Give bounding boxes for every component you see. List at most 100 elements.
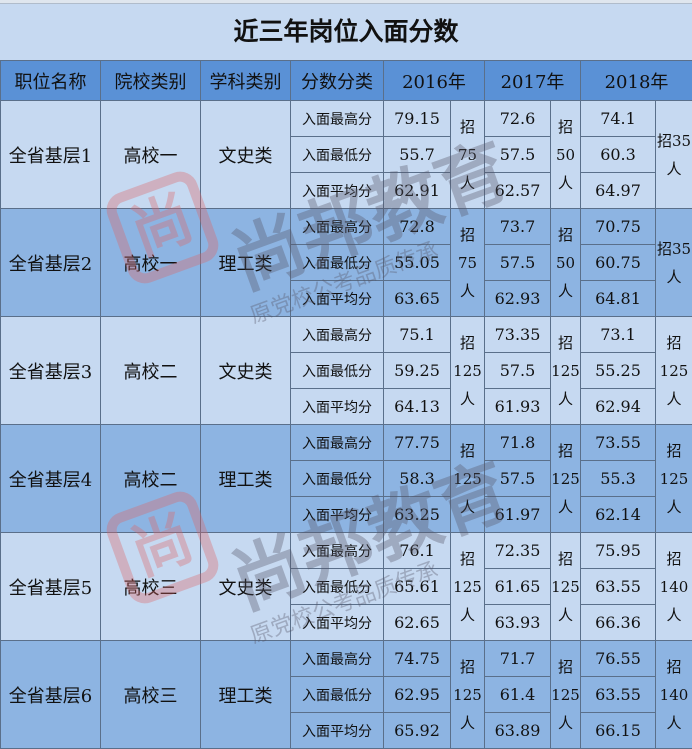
header-subject: 学科类别	[201, 61, 291, 101]
header-2018: 2018年	[581, 61, 692, 101]
score-value: 61.97	[485, 497, 551, 533]
page-title: 近三年岗位入面分数	[0, 4, 692, 60]
subject-category: 理工类	[201, 425, 291, 533]
score-value: 63.55	[581, 569, 656, 605]
quota-count: 招125人	[451, 533, 485, 641]
score-value: 55.7	[384, 137, 451, 173]
score-value: 63.89	[485, 713, 551, 749]
score-value: 76.55	[581, 641, 656, 677]
score-value: 74.1	[581, 101, 656, 137]
score-value: 74.75	[384, 641, 451, 677]
score-value: 57.5	[485, 245, 551, 281]
position-name: 全省基层4	[1, 425, 101, 533]
score-value: 71.7	[485, 641, 551, 677]
score-type: 入面最高分	[291, 425, 384, 461]
score-type: 入面平均分	[291, 281, 384, 317]
score-type: 入面最低分	[291, 677, 384, 713]
score-value: 58.3	[384, 461, 451, 497]
score-value: 72.35	[485, 533, 551, 569]
score-value: 60.3	[581, 137, 656, 173]
position-name: 全省基层2	[1, 209, 101, 317]
quota-count: 招125人	[551, 317, 581, 425]
quota-count: 招125人	[451, 317, 485, 425]
school-category: 高校二	[101, 317, 201, 425]
position-name: 全省基层1	[1, 101, 101, 209]
score-value: 79.15	[384, 101, 451, 137]
score-type: 入面平均分	[291, 173, 384, 209]
quota-count: 招125人	[451, 425, 485, 533]
score-value: 66.15	[581, 713, 656, 749]
score-value: 73.1	[581, 317, 656, 353]
score-type: 入面最高分	[291, 641, 384, 677]
school-category: 高校一	[101, 101, 201, 209]
score-type: 入面最低分	[291, 245, 384, 281]
quota-count: 招125人	[551, 425, 581, 533]
score-type: 入面最低分	[291, 569, 384, 605]
position-name: 全省基层5	[1, 533, 101, 641]
score-value: 55.3	[581, 461, 656, 497]
school-category: 高校三	[101, 641, 201, 749]
score-value: 60.75	[581, 245, 656, 281]
subject-category: 文史类	[201, 101, 291, 209]
school-category: 高校三	[101, 533, 201, 641]
header-row: 职位名称 院校类别 学科类别 分数分类 2016年 2017年 2018年	[1, 61, 692, 101]
subject-category: 文史类	[201, 317, 291, 425]
score-value: 64.81	[581, 281, 656, 317]
score-value: 61.93	[485, 389, 551, 425]
subject-category: 理工类	[201, 641, 291, 749]
score-value: 57.5	[485, 137, 551, 173]
score-value: 61.4	[485, 677, 551, 713]
score-value: 63.55	[581, 677, 656, 713]
score-value: 62.91	[384, 173, 451, 209]
scores-table: 职位名称 院校类别 学科类别 分数分类 2016年 2017年 2018年 全省…	[0, 60, 692, 749]
score-value: 62.65	[384, 605, 451, 641]
score-value: 73.7	[485, 209, 551, 245]
score-value: 73.35	[485, 317, 551, 353]
score-value: 62.57	[485, 173, 551, 209]
score-value: 72.6	[485, 101, 551, 137]
quota-count: 招125人	[451, 641, 485, 749]
score-type: 入面最高分	[291, 317, 384, 353]
score-value: 63.93	[485, 605, 551, 641]
score-value: 73.55	[581, 425, 656, 461]
score-type: 入面最高分	[291, 101, 384, 137]
score-value: 77.75	[384, 425, 451, 461]
quota-count: 招75人	[451, 209, 485, 317]
score-value: 65.92	[384, 713, 451, 749]
position-name: 全省基层6	[1, 641, 101, 749]
score-value: 61.65	[485, 569, 551, 605]
score-value: 57.5	[485, 461, 551, 497]
score-type: 入面最高分	[291, 209, 384, 245]
score-type: 入面最低分	[291, 137, 384, 173]
quota-count: 招125人	[656, 317, 692, 425]
quota-count: 招50人	[551, 209, 581, 317]
position-name: 全省基层3	[1, 317, 101, 425]
score-value: 62.14	[581, 497, 656, 533]
header-score-type: 分数分类	[291, 61, 384, 101]
quota-count: 招140人	[656, 533, 692, 641]
school-category: 高校一	[101, 209, 201, 317]
school-category: 高校二	[101, 425, 201, 533]
score-value: 65.61	[384, 569, 451, 605]
score-value: 62.95	[384, 677, 451, 713]
quota-count: 招35人	[656, 101, 692, 209]
score-value: 76.1	[384, 533, 451, 569]
score-type: 入面最高分	[291, 533, 384, 569]
quota-count: 招125人	[551, 641, 581, 749]
score-value: 66.36	[581, 605, 656, 641]
score-value: 75.95	[581, 533, 656, 569]
quota-count: 招35人	[656, 209, 692, 317]
score-value: 57.5	[485, 353, 551, 389]
score-type: 入面平均分	[291, 497, 384, 533]
score-value: 64.13	[384, 389, 451, 425]
score-value: 75.1	[384, 317, 451, 353]
subject-category: 文史类	[201, 533, 291, 641]
score-type: 入面最低分	[291, 461, 384, 497]
header-position: 职位名称	[1, 61, 101, 101]
score-value: 63.25	[384, 497, 451, 533]
score-value: 64.97	[581, 173, 656, 209]
